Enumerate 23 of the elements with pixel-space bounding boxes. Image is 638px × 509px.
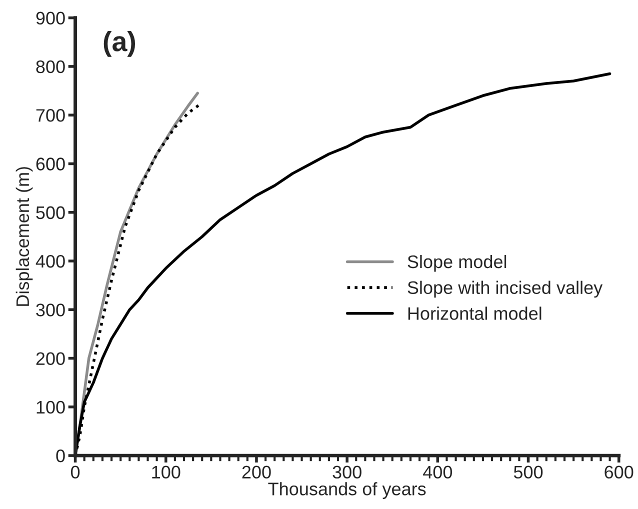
legend-label: Horizontal model — [408, 306, 542, 320]
legend-label: Slope with incised valley — [408, 280, 603, 298]
y-tick-label: 400 — [36, 254, 65, 268]
x-tick-label: 200 — [242, 466, 271, 479]
y-tick-label: 900 — [36, 12, 65, 25]
x-tick-label: 600 — [604, 466, 634, 479]
y-tick-label: 200 — [36, 352, 65, 365]
y-tick-label: 300 — [36, 304, 65, 316]
y-tick-label: 600 — [36, 158, 65, 170]
x-tick-label: 400 — [423, 466, 452, 479]
y-tick-label: 500 — [36, 206, 65, 220]
x-axis-title: Thousands of years — [268, 482, 426, 499]
y-tick-label: 700 — [36, 109, 65, 122]
annotation: (a) — [104, 30, 136, 57]
y-tick-label: 100 — [36, 400, 65, 414]
y-tick-label: 800 — [36, 60, 65, 74]
y-tick-label: 0 — [56, 449, 65, 462]
x-tick-label: 500 — [514, 466, 543, 479]
x-tick-label: 300 — [332, 466, 362, 479]
x-tick-label: 0 — [70, 466, 80, 479]
legend-label: Slope model — [408, 254, 506, 272]
y-axis-title: Displacement (m) — [16, 167, 33, 306]
x-tick-label: 100 — [152, 466, 180, 479]
